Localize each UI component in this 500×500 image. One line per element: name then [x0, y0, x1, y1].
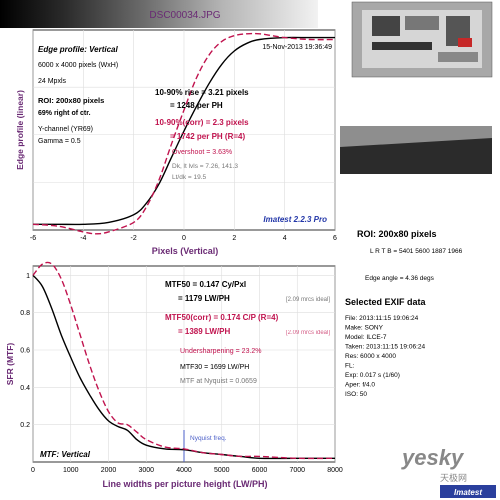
- mtf-x-tick-label: 4000: [176, 467, 192, 474]
- watermark: yesky 天极网 Imatest: [401, 445, 496, 498]
- watermark-cn: 天极网: [440, 472, 467, 483]
- exif-line: Model: ILCE-7: [345, 334, 387, 341]
- roi-marker: [458, 38, 472, 47]
- imatest-version: Imatest 2.2.3 Pro: [263, 215, 327, 224]
- mtf-x-tick-label: 8000: [327, 467, 343, 474]
- side-edge-angle: Edge angle = 4.36 degs: [365, 275, 435, 282]
- mtf-tick-labels: 0 1000 2000 3000 4000 5000 6000 7000 8000 0.2 0.4 0…: [20, 273, 343, 474]
- edge-profile-chart: -6 -4 -2 0 2 4 6 Edge profile: Vertical 15-Nov…: [15, 29, 337, 256]
- watermark-site: yesky: [401, 445, 465, 470]
- mtf-measured-series: [32, 274, 335, 460]
- side-lrtb: L R T B = 5401 5600 1887 1966: [370, 248, 463, 255]
- mtf30: MTF30 = 1699 LW/PH: [180, 364, 249, 371]
- edge-roi: ROI: 200x80 pixels: [38, 96, 104, 105]
- side-roi-title: ROI: 200x80 pixels: [357, 229, 437, 239]
- roi-crop-light: [340, 126, 492, 147]
- mtf-title: MTF: Vertical: [40, 450, 91, 459]
- edge-info-mpxls: 24 Mpxls: [38, 78, 67, 85]
- exif-line: Res: 6000 x 4000: [345, 353, 396, 360]
- edge-x-tick-label: 6: [333, 235, 337, 242]
- edge-channel: Y-channel (YR69): [38, 126, 93, 133]
- gray-gradient-bar: [0, 0, 318, 28]
- mtf-x-tick-label: 7000: [289, 467, 305, 474]
- nyquist-label: Nyquist freq.: [190, 435, 227, 442]
- edge-gamma: Gamma = 0.5: [38, 138, 81, 145]
- mtf50-corr: MTF50(corr) = 0.174 C/P (R=4): [165, 313, 279, 322]
- mtf50: MTF50 = 0.147 Cy/Pxl: [165, 280, 246, 289]
- mtf50-corr-lw: = 1389 LW/PH: [178, 327, 230, 336]
- roi-crop: [340, 126, 492, 174]
- mtf-chart: 0 1000 2000 3000 4000 5000 6000 7000 8000 0.2 0.4 0…: [5, 261, 343, 489]
- edge-x-label: Pixels (Vertical): [152, 246, 219, 256]
- edge-x-tick-label: -6: [30, 235, 36, 242]
- edge-rise-corr-ph: = 1742 per PH (R=4): [170, 132, 245, 141]
- file-title: DSC00034.JPG: [149, 10, 221, 21]
- edge-corrected-series: [32, 32, 336, 235]
- test-chart-block: [372, 16, 400, 36]
- exif-title: Selected EXIF data: [345, 297, 427, 307]
- edge-x-tick-label: 0: [182, 235, 186, 242]
- edge-overshoot: Overshoot = 3.63%: [172, 149, 232, 156]
- mtf-y-tick-label: 1: [26, 273, 30, 280]
- edge-levels: Dk, lt lvls = 7.26, 141.3: [172, 163, 238, 170]
- undersharpening: Undersharpening = 23.2%: [180, 348, 262, 355]
- exif-line: Aper: f/4.0: [345, 382, 375, 389]
- mtf-x-tick-label: 1000: [63, 467, 79, 474]
- ideal-note-1: [2.09 mrcs ideal]: [286, 297, 330, 303]
- mtf-x-tick-label: 2000: [101, 467, 117, 474]
- exif-line: Make: SONY: [345, 325, 384, 332]
- mtf-y-tick-label: 0.4: [20, 385, 30, 392]
- mtf-y-tick-label: 0.2: [20, 422, 30, 429]
- edge-x-tick-label: 4: [283, 235, 287, 242]
- edge-x-tick-label: -2: [131, 235, 137, 242]
- mtf-x-tick-label: 6000: [252, 467, 268, 474]
- test-chart-block: [372, 42, 432, 50]
- edge-x-tick-label: 2: [232, 235, 236, 242]
- mtf-x-tick-label: 3000: [138, 467, 154, 474]
- mtf-y-tick-label: 0.6: [20, 348, 30, 355]
- edge-x-tick-labels: -6 -4 -2 0 2 4 6: [30, 235, 337, 242]
- mtf-corrected-series: [32, 261, 336, 460]
- edge-timestamp: 15-Nov-2013 19:36:49: [262, 44, 332, 51]
- test-chart-block: [405, 16, 439, 30]
- exif-line: ISO: 50: [345, 391, 367, 398]
- edge-rise: 10-90% rise = 3.21 pixels: [155, 88, 249, 97]
- mtf50-lw: = 1179 LW/PH: [178, 294, 230, 303]
- imatest-logo-box: [440, 485, 496, 498]
- mtf-y-label: SFR (MTF): [5, 343, 15, 386]
- edge-x-tick-label: -4: [80, 235, 86, 242]
- mtf-y-tick-label: 0.8: [20, 310, 30, 317]
- edge-rise-corr: 10-90%(corr) = 2.3 pixels: [155, 118, 249, 127]
- edge-rise-ph: = 1248 per PH: [170, 101, 223, 110]
- exif-line: Exp: 0.017 s (1/60): [345, 372, 400, 379]
- exif-line: FL:: [345, 363, 355, 370]
- edge-y-label: Edge profile (linear): [15, 90, 25, 170]
- chart-thumbnail: [351, 1, 493, 78]
- test-chart-block: [438, 52, 478, 62]
- edge-measured-series: [32, 36, 335, 226]
- mtf-grid: [32, 266, 336, 462]
- exif-line: File: 2013:11:15 19:06:24: [345, 315, 419, 322]
- imatest-logo-text: Imatest: [454, 488, 482, 497]
- mtf-x-tick-label: 0: [31, 467, 35, 474]
- exif-line: Taken: 2013:11:15 19:06:24: [345, 344, 425, 351]
- mtf-nyquist: MTF at Nyquist = 0.0659: [180, 378, 257, 385]
- edge-title: Edge profile: Vertical: [38, 45, 119, 54]
- edge-info-size: 6000 x 4000 pixels (WxH): [38, 62, 118, 69]
- exif-list: File: 2013:11:15 19:06:24 Make: SONY Model…: [345, 315, 425, 398]
- mtf-x-tick-label: 5000: [214, 467, 230, 474]
- ideal-note-2: [2.09 mrcs ideal]: [286, 330, 330, 336]
- edge-lt-dk: Lt/dk = 19.5: [172, 174, 207, 181]
- mtf-x-label: Line widths per picture height (LW/PH): [102, 479, 267, 489]
- edge-roi-pos: 69% right of ctr.: [38, 110, 91, 117]
